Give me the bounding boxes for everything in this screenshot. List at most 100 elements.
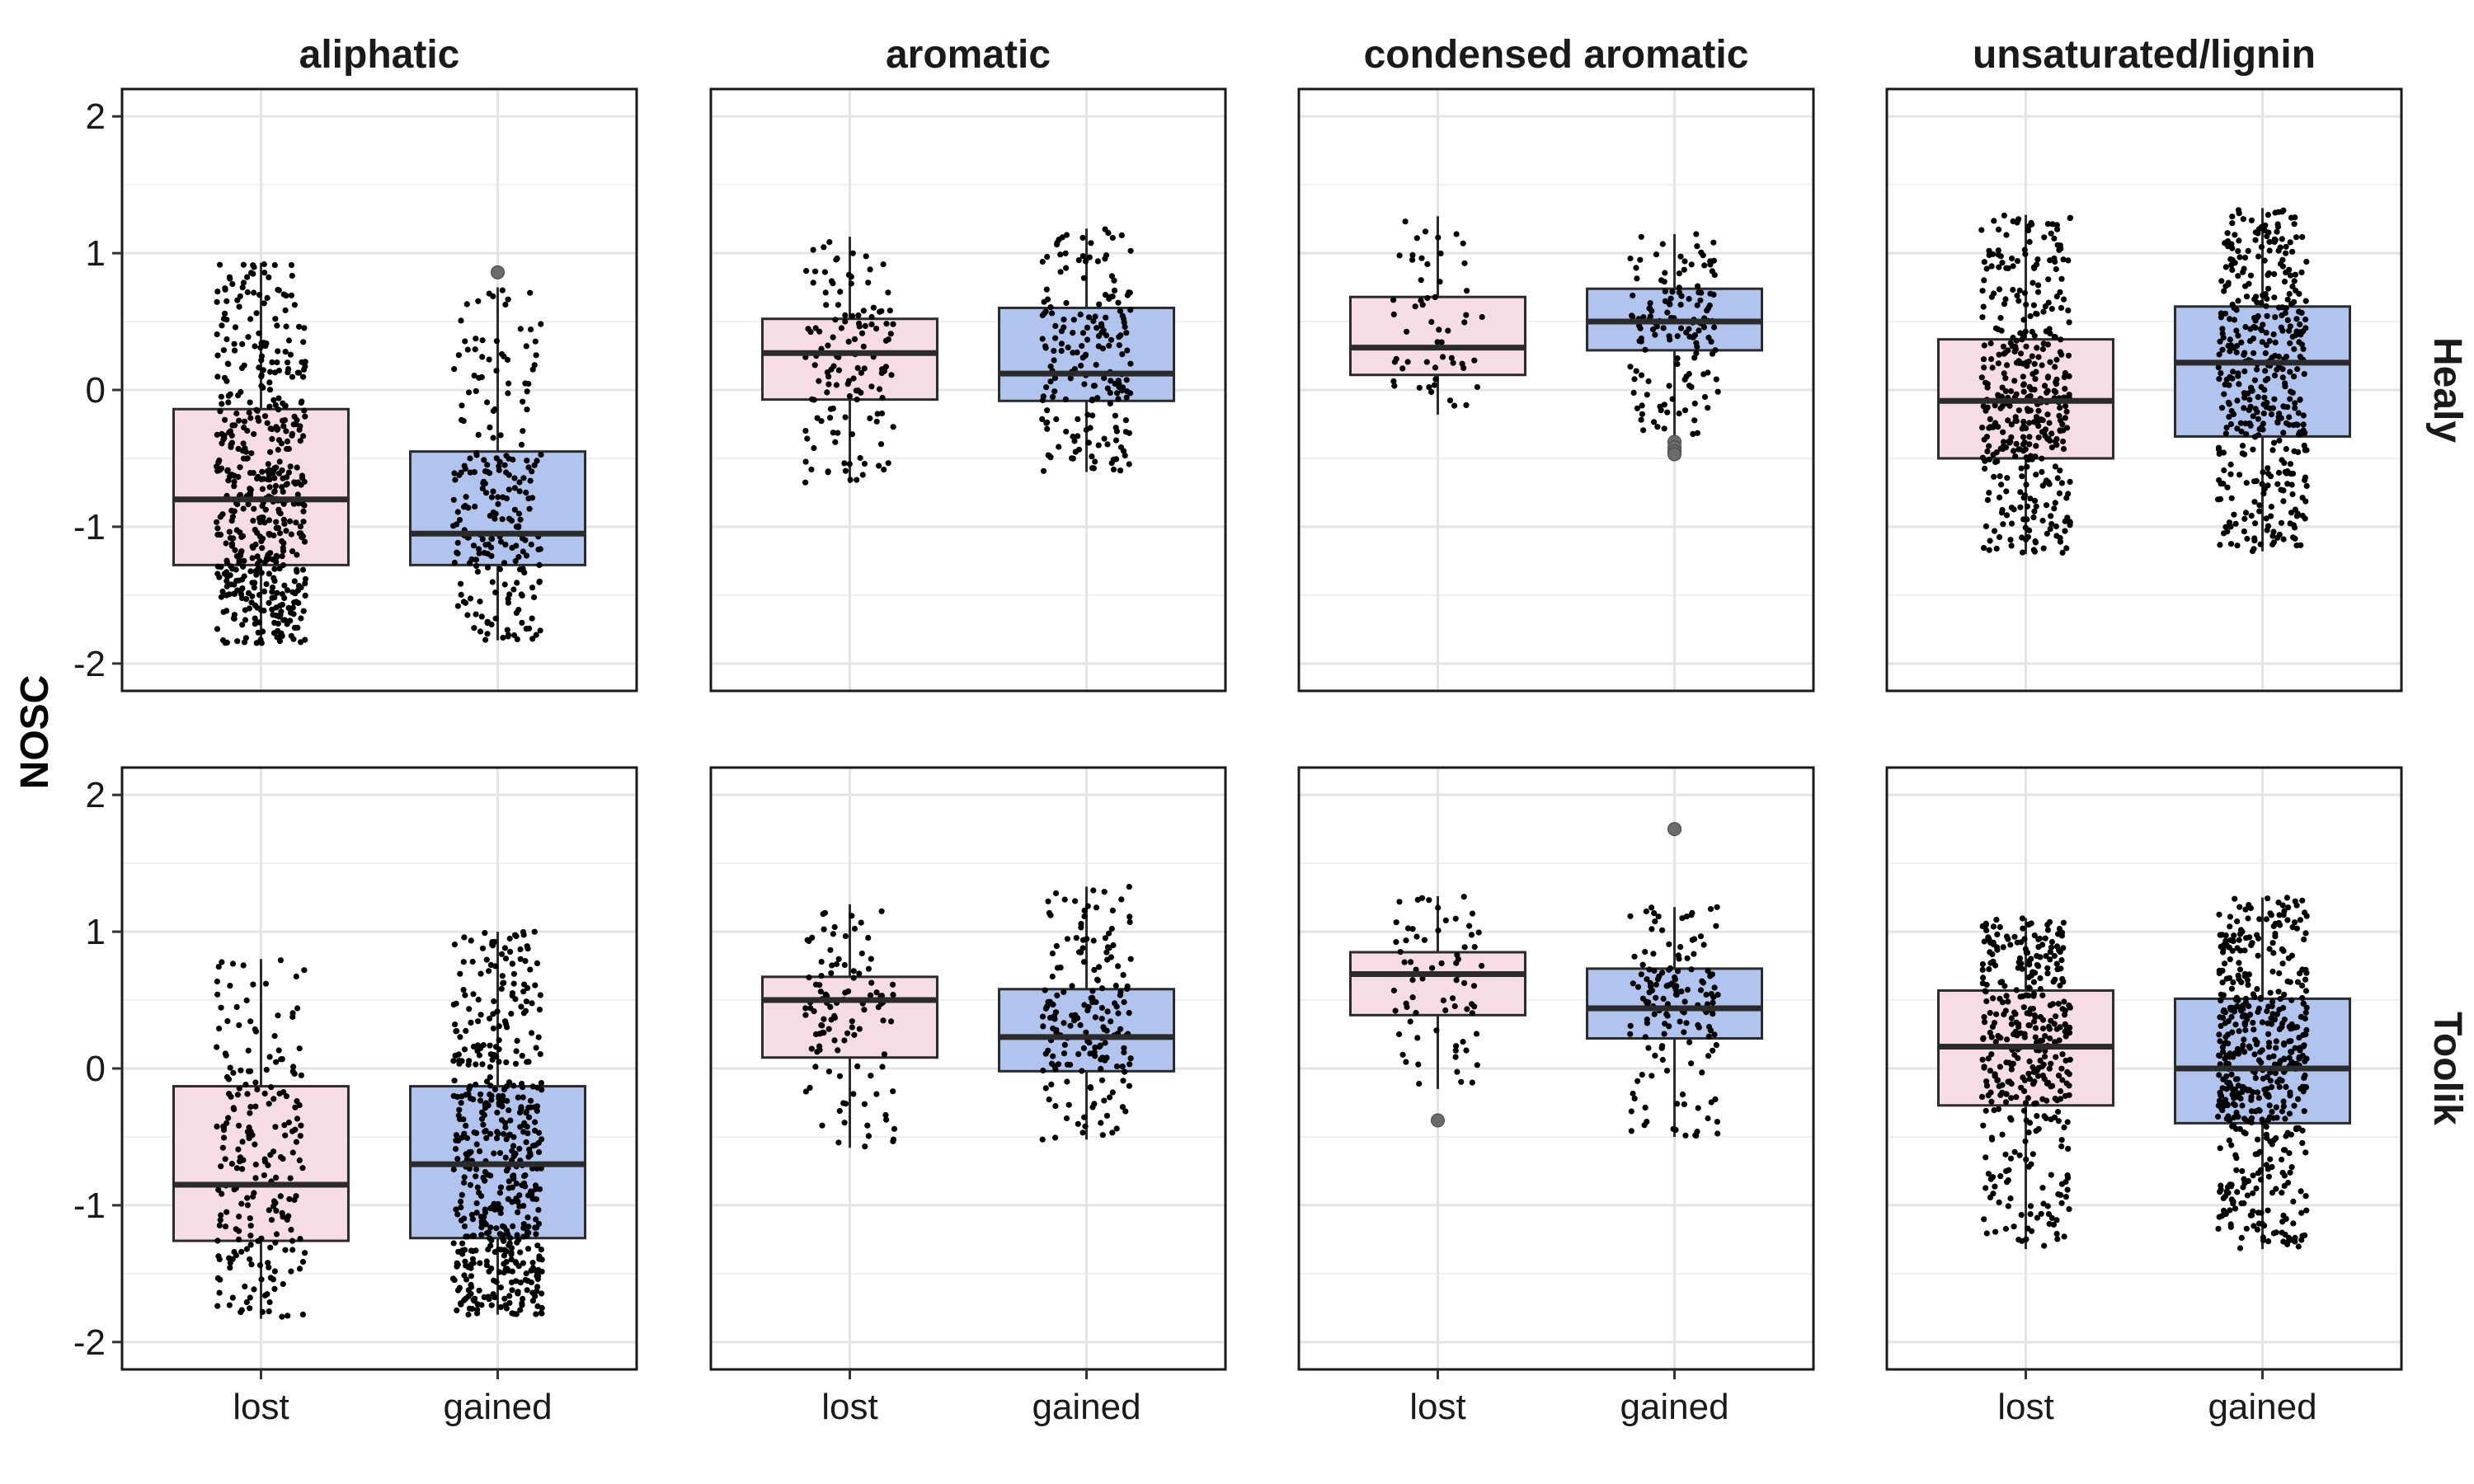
data-point [2218,405,2226,411]
data-point [2301,371,2307,378]
data-point [450,1240,457,1247]
data-point [2232,1125,2240,1132]
data-point [1098,1016,1105,1022]
data-point [486,968,492,974]
data-point [1691,400,1698,406]
data-point [536,561,543,569]
data-point [252,1141,258,1148]
data-point [888,372,895,378]
data-point [502,1124,509,1130]
data-point [1049,310,1056,317]
data-point [1451,402,1458,409]
data-point [2275,209,2282,215]
data-point [526,505,533,512]
data-point [812,1064,819,1070]
data-point [274,589,280,596]
data-point [486,1268,492,1275]
data-point [1714,1130,1721,1137]
data-point [502,1154,509,1161]
data-point [1445,327,1451,334]
data-point [266,387,274,393]
data-point [2219,979,2226,986]
data-point [2030,514,2037,521]
data-point [463,1295,469,1302]
data-point [1640,427,1647,434]
data-point [2055,1073,2062,1079]
data-point [2293,902,2300,909]
data-point [2302,325,2309,331]
data-point [506,1185,512,1191]
data-point [2024,406,2030,412]
data-point [876,463,882,469]
data-point [1054,965,1061,971]
data-point [515,553,522,561]
data-point [1124,347,1131,354]
data-point [867,415,873,421]
data-point [1063,265,1070,271]
data-point [289,272,295,279]
data-point [1121,1049,1127,1056]
data-point [474,1048,481,1054]
data-point [2066,1030,2073,1036]
data-point [261,1090,268,1097]
data-point [1995,360,2001,367]
data-point [808,1045,815,1052]
data-point [850,974,857,981]
data-point [501,1252,508,1259]
data-point [2065,352,2072,359]
data-point [877,386,883,392]
data-point [1404,925,1412,932]
data-point [2258,327,2265,334]
data-point [234,297,241,303]
data-point [2257,541,2264,547]
data-point [2002,1099,2010,1106]
data-point [294,464,300,471]
data-point [458,580,464,587]
data-point [223,540,229,547]
data-point [1650,951,1657,957]
data-point [2272,339,2279,345]
data-point [2222,524,2229,530]
data-point [484,564,492,571]
data-point [1665,982,1672,989]
data-point [1079,234,1086,241]
data-point [2234,1189,2241,1195]
data-point [1401,959,1408,965]
data-point [1677,302,1684,308]
data-point [2027,312,2034,320]
data-point [452,1021,459,1028]
data-point [2040,1200,2047,1207]
data-point [802,428,809,434]
data-point [2268,1084,2275,1091]
data-point [1982,465,1988,472]
data-point [1127,1055,1134,1062]
data-point [2266,247,2273,254]
data-point [299,359,305,365]
data-point [465,389,473,396]
data-point [2039,517,2046,524]
data-point [2262,350,2269,356]
data-point [243,1246,250,1252]
data-point [270,1198,278,1205]
data-point [1999,999,2006,1006]
data-point [254,475,261,482]
data-point [1450,995,1456,1002]
data-point [1098,1065,1104,1072]
data-point [1079,1129,1086,1136]
data-point [285,1119,292,1126]
data-point [1453,977,1460,984]
data-point [2270,331,2277,338]
data-point [220,347,227,354]
data-point [2303,913,2310,919]
data-point [2239,1102,2246,1109]
data-point [231,483,238,490]
data-point [1446,397,1454,404]
data-point [2047,359,2053,365]
data-point [2274,223,2282,230]
data-point [1081,959,1088,965]
data-point [2000,521,2006,528]
data-point [499,516,506,523]
data-point [2263,1131,2269,1138]
data-point [2216,446,2222,453]
data-point [881,467,887,473]
